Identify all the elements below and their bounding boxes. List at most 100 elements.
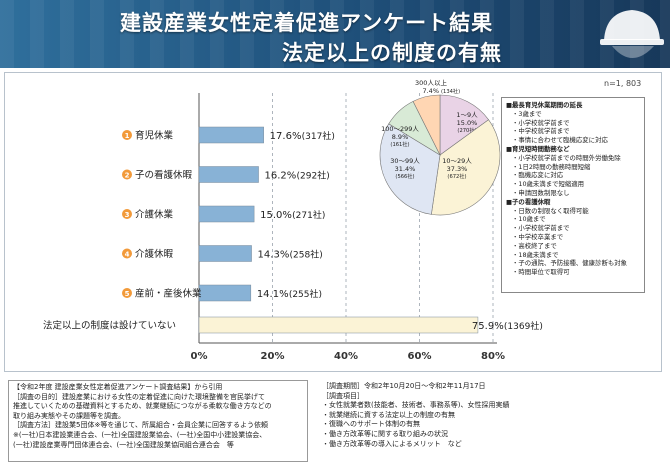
survey-detail-line: ・働き方改革等に関する取り組みの状況 — [322, 429, 448, 438]
category-label: 介護休業 — [135, 209, 174, 221]
x-tick-label: 0% — [191, 351, 208, 362]
survey-source-line: (一社)建設産業専門団体連合会、(一社)全国建設業協同組合連合会 等 — [13, 440, 234, 449]
notes-item: ・18歳未満まで — [512, 250, 559, 259]
count-label: (317社) — [302, 130, 335, 142]
pie-slice-label: 300人以上 — [415, 78, 447, 87]
notes-item: ・日数の制限なく取得可能 — [512, 206, 589, 215]
pie-slice-count: (270社) — [457, 126, 476, 134]
pie-slice — [439, 94, 489, 156]
sample-size-label: n=1, 803 — [604, 79, 642, 88]
pie-slice-percent: 37.3% — [447, 165, 468, 173]
bar — [198, 284, 252, 302]
value-label: 14.3% — [258, 250, 290, 261]
survey-source-line: ［調査の目的］建設産業における女性の定着促進に向けた環境整備を官民挙げて — [13, 392, 265, 401]
page-subtitle: 法定以上の制度の有無 — [282, 41, 502, 65]
notes-item: ・高校終了まで — [512, 241, 557, 250]
page-title: 建設産業女性定着促進アンケート結果 — [120, 11, 494, 35]
pie-slice-label: 30〜99人 — [390, 157, 420, 165]
count-label: (271社) — [292, 209, 325, 221]
hard-hat-worker-icon — [600, 10, 664, 58]
bar — [198, 205, 255, 223]
x-tick-label: 80% — [481, 351, 505, 362]
rank-badge — [122, 169, 132, 180]
pie-slice-count: (161社) — [390, 140, 409, 148]
x-tick-label: 40% — [334, 351, 358, 362]
notes-item: ・臨機応変に対応 — [512, 171, 564, 180]
pie-slice-count: (134社) — [441, 87, 460, 95]
notes-item: ・子の通院、予防接種、健康診断も対象 — [512, 259, 628, 268]
survey-source-line: ※(一社)日本建設業連合会、(一社)全国建設業協会、(一社)全国中小建設業協会、 — [13, 430, 267, 439]
count-label: (258社) — [290, 249, 323, 261]
category-label: 子の看護休暇 — [135, 169, 193, 181]
survey-details: ［調査期間］令和2年10月20日～令和2年11月17日 ［調査項目］ ・女性就業者数… — [322, 382, 642, 449]
rank-badge — [122, 209, 132, 219]
notes-item: ・1日2時間の勤務時間短縮 — [512, 162, 591, 171]
pie-slice — [412, 94, 441, 156]
bar — [198, 316, 479, 334]
value-label: 75.9% — [472, 321, 504, 332]
count-label: (292社) — [297, 170, 330, 182]
survey-source-line: ［調査方法］建設業5団体※等を通じて、所属組合・会員企業に回答するよう依頼 — [13, 421, 268, 430]
survey-source-line: 推進していくための基礎資料とするため、就業継続につながる柔軟な働き方などの — [13, 402, 272, 411]
notes-heading: ■育児短時間勤務など — [506, 144, 570, 153]
notes-item: ・時間単位で取得可 — [512, 268, 570, 277]
category-label: 介護休暇 — [135, 248, 174, 260]
rank-badge-number: 1 — [125, 132, 130, 140]
pie-slice-count: (672社) — [447, 172, 466, 180]
value-label: 14.1% — [257, 289, 289, 300]
category-label: 育児休業 — [135, 130, 174, 142]
legal-systems-notes: ■最長育児休業期間の延長 ・3歳まで ・小学校就学前まで ・中学校就学前まで ・事情に合… — [501, 97, 645, 293]
survey-detail-line: ・女性就業者数(技能者、技術者、事務系等)、女性採用実績 — [322, 401, 510, 410]
bar — [198, 245, 252, 262]
pie-slice-percent: 31.4% — [395, 165, 416, 173]
header-banner: 建設産業女性定着促進アンケート結果 法定以上の制度の有無 — [0, 0, 670, 68]
rank-badge-number: 3 — [125, 211, 130, 219]
pie-slice-count: (566社) — [395, 172, 414, 180]
pie-slice-label: 100〜299人 — [381, 125, 419, 133]
category-label: 法定以上の制度は設けていない — [43, 320, 176, 332]
rank-badge-number: 4 — [125, 251, 130, 259]
count-label: (1369社) — [504, 320, 543, 332]
pie-slice — [379, 123, 441, 215]
notes-item: ・中学校卒業まで — [512, 232, 564, 241]
value-label: 15.0% — [260, 210, 292, 221]
x-tick-label: 20% — [261, 351, 285, 362]
survey-detail-line: ・復職へのサポート体制の有無 — [322, 420, 420, 429]
survey-source-line: 【令和2年度 建設産業女性定着促進アンケート調査結果】から引用 — [13, 383, 223, 391]
value-label: 17.6% — [270, 131, 302, 142]
notes-item: ・中学校就学前まで — [512, 127, 570, 136]
survey-detail-line: ・働き方改革等の導入によるメリット など — [322, 439, 462, 448]
notes-heading: ■最長育児休業期間の延長 — [506, 101, 583, 109]
count-label: (255社) — [289, 288, 322, 300]
pie-slice-percent: 15.0% — [457, 119, 478, 127]
header-background-pattern — [0, 0, 670, 68]
notes-item: ・小学校就学前まで — [512, 118, 570, 127]
notes-item: ・10歳未満まで短縮適用 — [512, 180, 585, 189]
notes-item: ・申請回数制限なし — [512, 188, 570, 197]
survey-detail-line: ・就業継続に資する法定以上の制度の有無 — [322, 410, 455, 419]
notes-heading: ■子の看護休暇 — [506, 197, 551, 206]
rank-badge — [122, 130, 132, 140]
rank-badge — [122, 288, 132, 298]
notes-item: ・小学校就学前まで — [512, 224, 570, 233]
pie-slice-percent: 8.9% — [392, 133, 409, 141]
x-tick-label: 60% — [408, 351, 432, 362]
rank-badge-number: 5 — [125, 290, 130, 298]
notes-item: ・3歳まで — [512, 109, 542, 118]
bar — [198, 126, 264, 144]
notes-item: ・事情に合わせて臨機応変に対応 — [512, 136, 608, 145]
pie-slice-label: 1〜9人 — [456, 111, 478, 119]
rank-badge — [122, 248, 132, 259]
rank-badge-number: 2 — [125, 172, 130, 180]
survey-source-line: 取り組み実態やその課題等を調査。 — [13, 411, 125, 420]
pie-slice-percent: 7.4% — [422, 87, 439, 95]
bar — [198, 166, 259, 183]
survey-source-box: 【令和2年度 建設産業女性定着促進アンケート調査結果】から引用 ［調査の目的］建設… — [8, 380, 308, 462]
category-label: 産前・産後休業 — [135, 288, 202, 300]
notes-item: ・10歳まで — [512, 215, 546, 224]
pie-slice — [431, 119, 501, 216]
value-label: 16.2% — [265, 171, 297, 182]
survey-detail-line: ［調査項目］ — [322, 391, 364, 400]
survey-detail-line: ［調査期間］令和2年10月20日～令和2年11月17日 — [322, 382, 486, 390]
notes-item: ・小学校就学前までの時間外労働免除 — [512, 153, 621, 162]
